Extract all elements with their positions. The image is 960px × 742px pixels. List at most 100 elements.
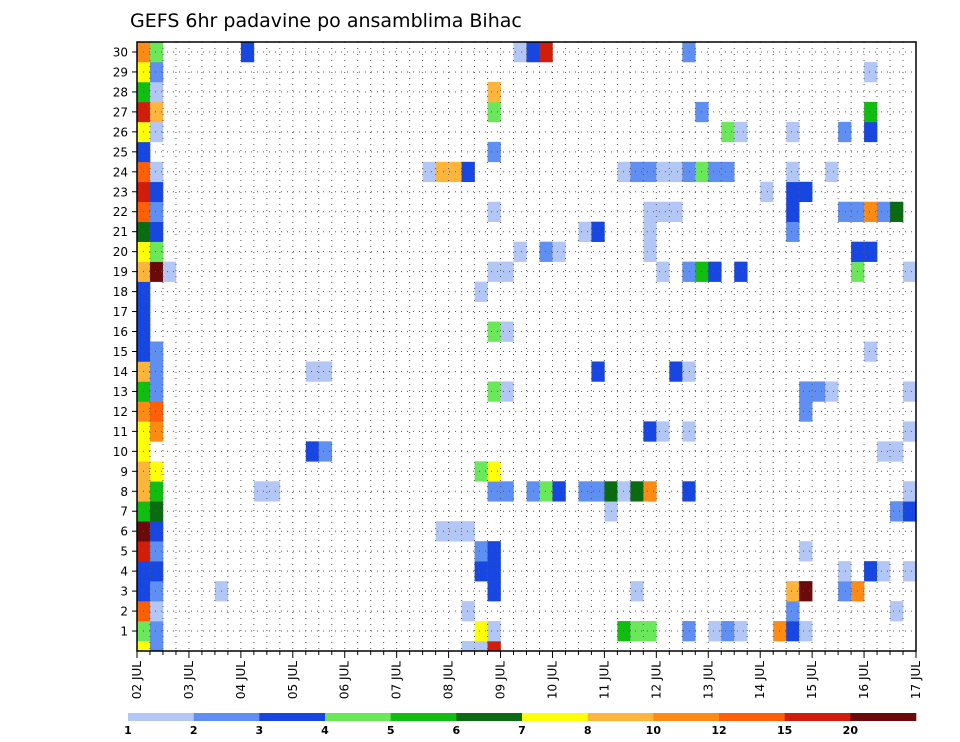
y-tick-label: 10 [113,445,128,459]
heatmap-cell [734,261,748,282]
heatmap-cell [149,401,164,422]
heatmap-cell [630,481,644,502]
heatmap-cell [825,381,839,402]
heatmap-cell [149,221,164,242]
heatmap-cell [890,601,904,622]
heatmap-cell [643,241,657,262]
heatmap-cell [149,581,164,602]
heatmap-cell [838,201,852,223]
heatmap-cell [149,61,164,83]
y-tick-label: 23 [113,185,128,199]
heatmap-cell [149,101,164,123]
heatmap-cell [474,541,488,562]
heatmap-cell [669,361,683,382]
heatmap-cell [500,321,514,342]
heatmap-cell [799,621,813,642]
x-tick-label: 07 JUL [390,661,404,699]
heatmap-cell [149,541,164,562]
heatmap-cell [643,481,657,502]
colorbar-label: 5 [387,724,395,737]
y-tick-label: 19 [113,265,128,279]
heatmap-cell [487,201,501,223]
heatmap-cell [253,481,268,502]
heatmap-cell [149,161,164,183]
heatmap-cell [669,161,683,183]
y-tick-label: 5 [120,545,128,559]
heatmap-cell [903,501,917,522]
heatmap-cell [149,42,164,63]
heatmap-cell [240,42,255,63]
colorbar-label: 1 [124,724,132,737]
heatmap-cell [877,201,891,223]
heatmap-cell [721,621,735,642]
heatmap-cell [864,201,878,223]
x-tick-label: 06 JUL [338,661,352,699]
x-tick-label: 16 JUL [857,661,871,699]
heatmap-cell [864,101,878,123]
heatmap-cell [487,581,501,602]
heatmap-cell [721,161,735,183]
colorbar-label: 2 [190,724,198,737]
heatmap-cell [149,521,164,542]
heatmap-cell [435,521,449,542]
heatmap-cell [643,221,657,242]
heatmap-cell [500,381,514,402]
heatmap-cell [903,561,917,582]
plot-frame [136,41,917,652]
heatmap-cell [708,621,722,642]
colorbar-label: 12 [711,724,726,737]
heatmap-cell [149,461,164,482]
heatmap-cell [487,101,501,123]
heatmap-cell [682,621,696,642]
heatmap-cell [578,221,592,242]
heatmap-cell [137,641,151,652]
heatmap-cell [786,581,800,602]
heatmap-cell [864,341,878,362]
heatmap-cell [487,321,501,342]
y-tick-label: 12 [113,405,128,419]
heatmap-cell [149,241,164,262]
x-tick-label: 08 JUL [442,661,456,699]
y-tick-label: 25 [113,145,128,159]
heatmap-cell [474,461,488,482]
heatmap-cell [149,561,164,582]
heatmap-cell [591,361,605,382]
heatmap-cell [786,621,800,642]
heatmap-cell [682,161,696,183]
colorbar-label: 6 [453,724,461,737]
heatmap-cell [487,141,501,163]
x-tick-label: 05 JUL [286,661,300,699]
colorbar-label: 20 [843,724,859,737]
heatmap-cell [591,221,605,242]
heatmap-cell [500,261,514,282]
chart-title: GEFS 6hr padavine po ansamblima Bihac [130,10,522,32]
y-tick-label: 9 [120,465,128,479]
colorbar-swatch [587,713,654,721]
heatmap-cell [734,621,748,642]
colorbar-swatch [784,713,851,721]
heatmap-cell [864,61,878,83]
y-tick-label: 22 [113,205,128,219]
heatmap-cell [682,261,696,282]
heatmap-cell [877,561,891,582]
heatmap-cell [617,481,631,502]
heatmap-cell [461,641,475,652]
x-tick-label: 02 JUL [130,661,144,699]
heatmap-cell [149,181,164,203]
heatmap-cell [682,361,696,382]
heatmap-cell [812,381,826,402]
heatmap-cell [630,621,644,642]
heatmap-cell [682,481,696,502]
y-tick-label: 16 [113,325,128,339]
y-tick-label: 1 [120,625,128,639]
colorbar-swatch [128,713,194,721]
heatmap-cell [318,441,333,462]
y-tick-label: 4 [120,565,128,579]
colorbar-label: 7 [518,724,526,737]
heatmap-cell [149,421,164,442]
heatmap-cell [149,261,164,282]
heatmap-cell [643,621,657,642]
colorbar-swatch [456,713,523,721]
heatmap-cell [903,381,917,402]
